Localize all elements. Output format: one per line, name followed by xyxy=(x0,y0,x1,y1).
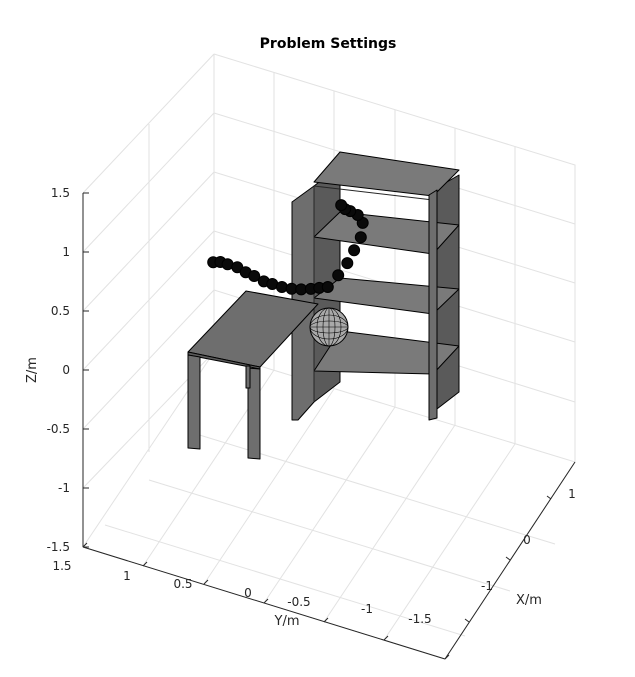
z-tick-label: -0.5 xyxy=(47,422,70,436)
trajectory-point xyxy=(275,281,288,293)
y-tick-label: 0.5 xyxy=(173,577,192,591)
trajectory-point xyxy=(332,269,345,282)
y-tick-label: -1.5 xyxy=(408,612,431,626)
x-tick-label: 1 xyxy=(568,487,576,501)
trajectory-points xyxy=(207,199,369,296)
y-tick-label: 0 xyxy=(244,586,252,600)
y-axis: 1.5 1 0.5 0 -0.5 -1 -1.5 Y/m xyxy=(52,542,450,660)
chart-title: Problem Settings xyxy=(260,36,397,52)
x-tick-label: 0 xyxy=(523,533,531,547)
z-axis: 1.5 1 0.5 0 -0.5 -1 -1.5 Z/m xyxy=(25,186,89,554)
z-tick-label: -1.5 xyxy=(47,540,70,554)
y-tick-label: -0.5 xyxy=(287,595,310,609)
trajectory-point xyxy=(321,281,334,293)
z-tick-label: 1 xyxy=(62,245,70,259)
x-axis-label: X/m xyxy=(516,593,542,608)
obstacle-sphere xyxy=(309,307,349,347)
x-tick-label: -1 xyxy=(481,579,493,593)
trajectory-point xyxy=(354,231,367,244)
y-tick-label: 1 xyxy=(123,569,131,583)
z-axis-label: Z/m xyxy=(25,357,40,383)
z-tick-label: 0 xyxy=(62,363,70,377)
y-tick-label: 1.5 xyxy=(52,559,71,573)
trajectory-point xyxy=(248,270,261,282)
y-axis-label: Y/m xyxy=(274,614,300,629)
z-tick-label: 0.5 xyxy=(51,304,70,318)
y-tick-label: -1 xyxy=(361,602,373,616)
x-axis: -1 0 1 X/m xyxy=(464,487,576,623)
table xyxy=(187,290,319,460)
z-tick-label: -1 xyxy=(58,481,70,495)
trajectory-point xyxy=(348,244,361,257)
trajectory-point xyxy=(341,257,354,270)
trajectory-point xyxy=(335,199,348,212)
z-tick-label: 1.5 xyxy=(51,186,70,200)
